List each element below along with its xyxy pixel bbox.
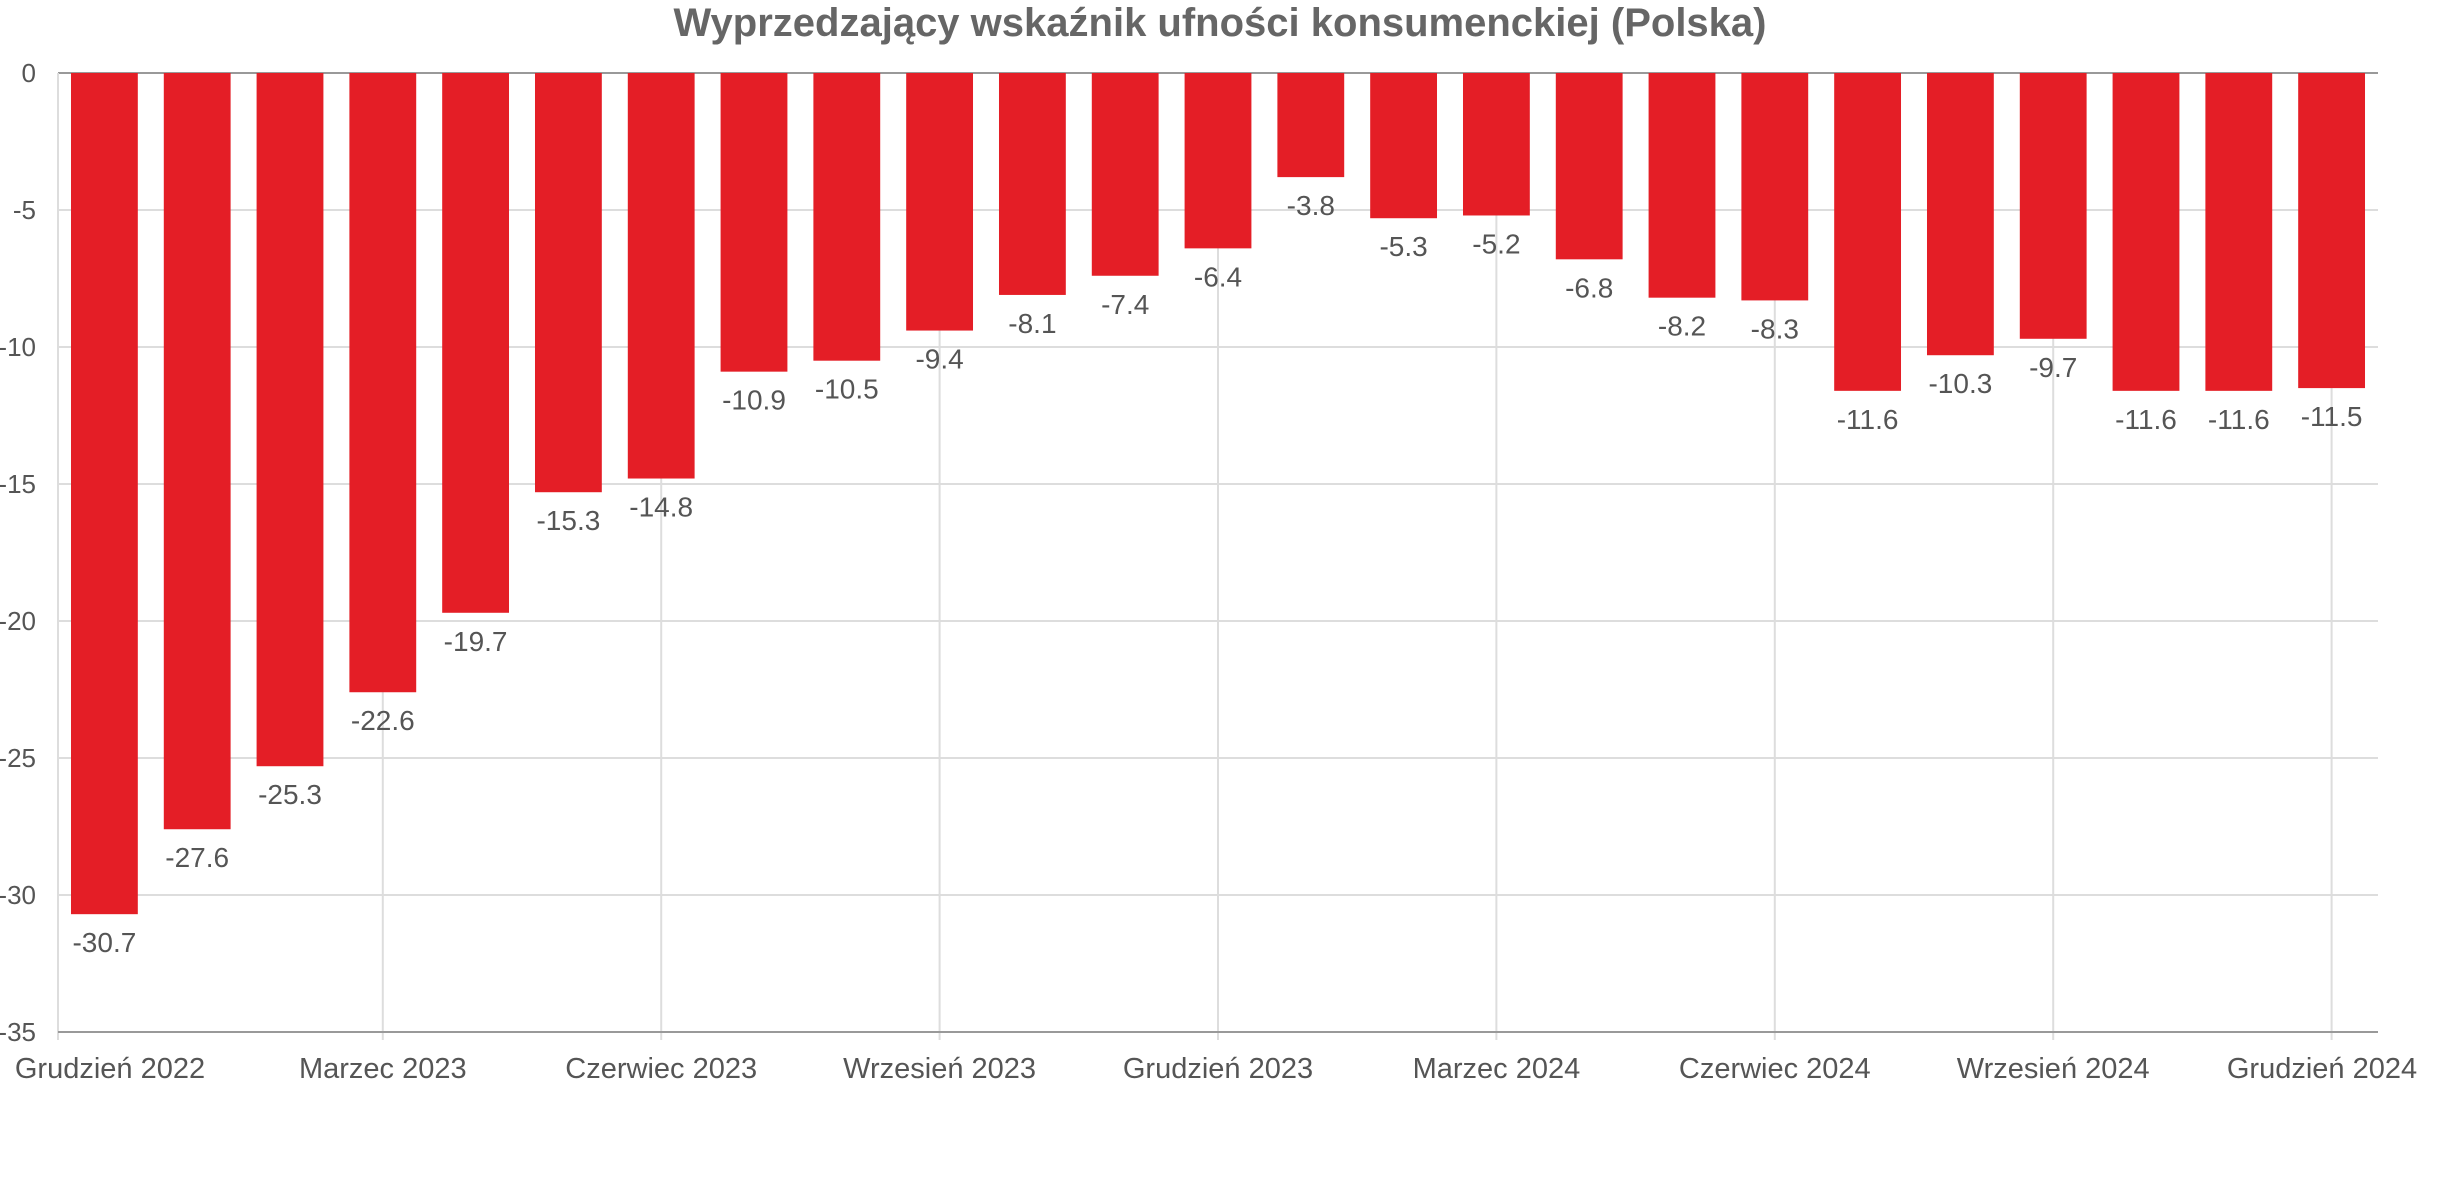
data-label: -14.8 [629,492,693,523]
data-label: -8.3 [1751,313,1799,344]
y-axis-ticks: 0 -5 -10 -15 -20 -25 -30 -35 [0,58,36,1047]
data-label: -6.4 [1194,261,1242,292]
bar[interactable] [70,73,138,915]
data-label: -9.4 [915,344,963,375]
bar[interactable] [534,73,602,493]
bar[interactable] [349,73,417,693]
bar[interactable] [163,73,231,830]
y-tick-label: -20 [0,606,36,636]
bar[interactable] [1184,73,1252,249]
data-labels: -30.7 -27.6 -25.3 -22.6 -19.7 -15.3 -14.8 -10.9… [72,190,2362,958]
data-label: -19.7 [444,626,508,657]
bar[interactable] [1926,73,1994,356]
data-label: -9.7 [2029,352,2077,383]
bars [70,73,2366,915]
data-label: -6.8 [1565,272,1613,303]
data-label: -10.9 [722,385,786,416]
bar[interactable] [627,73,695,479]
data-label: -8.2 [1658,311,1706,342]
bar[interactable] [442,73,510,613]
x-tick-label: Wrzesień 2023 [843,1053,1036,1085]
bar[interactable] [906,73,974,331]
bar[interactable] [2019,73,2087,339]
x-tick-label: Marzec 2024 [1413,1053,1581,1085]
data-label: -15.3 [536,505,600,536]
bar[interactable] [1834,73,1902,391]
x-axis-ticks: Grudzień 2022 Marzec 2023 Czerwiec 2023 Wrz… [15,1053,2417,1085]
x-tick-label: Wrzesień 2024 [1957,1053,2150,1085]
bar[interactable] [1648,73,1716,298]
data-label: -11.6 [1837,404,1899,435]
bar[interactable] [1462,73,1530,216]
data-label: -10.3 [1928,368,1992,399]
data-label: -11.6 [2115,404,2177,435]
data-label: -5.3 [1379,231,1427,262]
y-tick-label: -30 [0,880,36,910]
bar[interactable] [1741,73,1809,301]
bar[interactable] [813,73,881,361]
data-label: -11.5 [2301,401,2363,432]
data-label: -5.2 [1472,228,1520,259]
data-label: -25.3 [258,779,322,810]
y-tick-label: -5 [13,195,36,225]
bar[interactable] [1555,73,1623,260]
x-tick-label: Grudzień 2024 [2227,1053,2417,1085]
data-label: -11.6 [2208,404,2270,435]
bar[interactable] [256,73,324,767]
y-tick-label: -15 [0,469,36,499]
y-tick-label: -35 [0,1017,36,1047]
x-tick-label: Marzec 2023 [299,1053,467,1085]
y-tick-label: 0 [22,58,36,88]
bar[interactable] [1277,73,1345,178]
y-tick-label: -10 [0,332,36,362]
data-label: -22.6 [351,705,415,736]
data-label: -27.6 [165,842,229,873]
x-tick-label: Grudzień 2023 [1123,1053,1313,1085]
bar[interactable] [1370,73,1438,219]
x-tick-label: Grudzień 2022 [15,1053,205,1085]
data-label: -10.5 [815,374,879,405]
x-tick-label: Czerwiec 2024 [1679,1053,1871,1085]
bar[interactable] [2112,73,2180,391]
data-label: -30.7 [72,927,136,958]
data-label: -7.4 [1101,289,1149,320]
x-tick-label: Czerwiec 2023 [565,1053,757,1085]
bar[interactable] [2298,73,2366,389]
chart-title: Wyprzedzający wskaźnik ufności konsumenc… [674,1,1767,45]
data-label: -8.1 [1008,308,1056,339]
y-tick-label: -25 [0,743,36,773]
bar[interactable] [720,73,788,372]
bar[interactable] [1091,73,1159,276]
data-label: -3.8 [1287,190,1335,221]
bar[interactable] [998,73,1066,295]
bar[interactable] [2205,73,2273,391]
